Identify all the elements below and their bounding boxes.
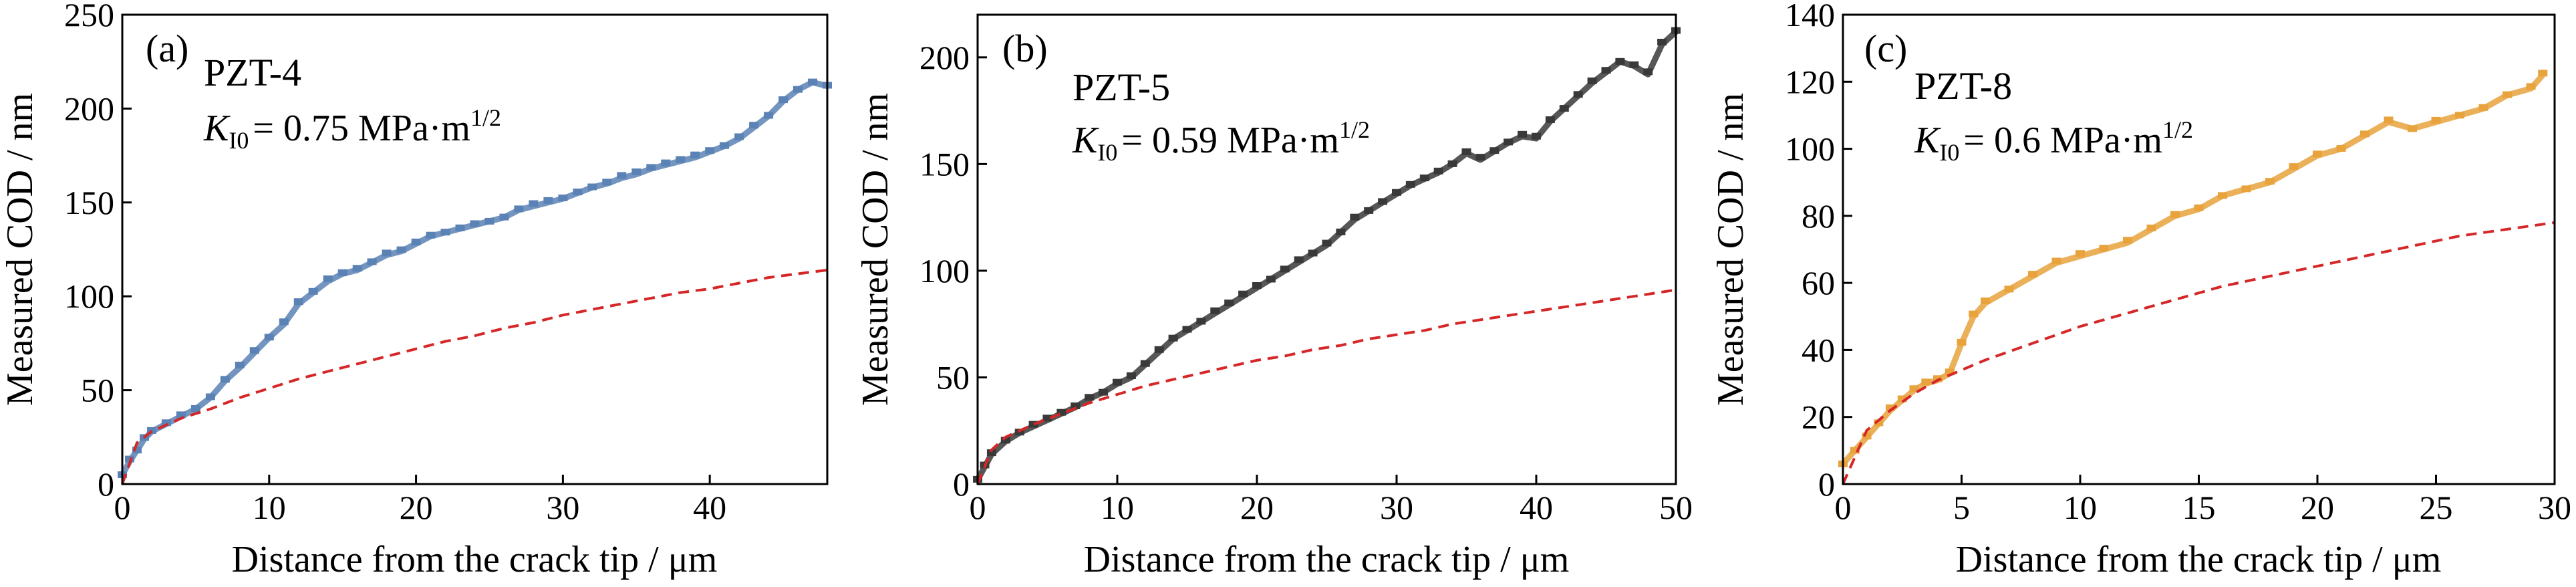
panel-c-material: PZT-8: [1914, 64, 2012, 108]
panel-c-cod-point: [2538, 70, 2548, 77]
panel-c-k-value: = 0.6 MPa·m: [1963, 120, 2162, 161]
panel-b-k-value: = 0.59 MPa·m: [1121, 120, 1339, 161]
panel-c-ytick-label: 80: [1802, 197, 1835, 235]
panel-b-xtick-label: 30: [1380, 489, 1413, 526]
panel-c-cod-trace: [1840, 73, 2545, 466]
panel-a-xtick-label: 30: [546, 489, 579, 526]
panel-c-ytick-label: 100: [1785, 130, 1835, 168]
panel-a-xtick-label: 40: [693, 489, 726, 526]
panel-c-xlabel: Distance from the crack tip / μm: [1956, 539, 2442, 580]
panel-a-cod-trace: [120, 79, 829, 477]
panel-b-k-exponent: 1/2: [1339, 116, 1370, 143]
panel-b-marks: [973, 27, 1681, 485]
panel-a-k-annotation: KI0 = 0.75 MPa·m1/2: [203, 104, 501, 154]
panel-a-ticks: 0 10 20 30 40 0 50 100 150 200 250: [64, 0, 726, 526]
panel-a-xtick-label: 10: [253, 489, 286, 526]
panel-b-ytick-label: 150: [919, 145, 970, 183]
panel-b-ytick-label: 100: [919, 252, 970, 289]
panel-b-cod-trace: [975, 29, 1679, 481]
panel-a-k-subscript: I0: [229, 127, 249, 154]
panel-b-label: (b): [1002, 27, 1048, 70]
panel-c-xtick-label: 25: [2420, 489, 2453, 526]
panel-b-xtick-label: 0: [970, 489, 986, 526]
panel-a-ytick-label: 150: [64, 184, 114, 221]
panel-a-material: PZT-4: [204, 51, 301, 94]
panel-a-ytick-label: 200: [64, 90, 114, 127]
panel-c-ytick-label: 120: [1785, 63, 1835, 100]
panel-c-xtick-label: 15: [2182, 489, 2216, 526]
panel-b-ytick-label: 0: [953, 465, 970, 503]
panel-b: 0 10 20 30 40 50 0 50 100 150 200 (b) PZT-5 KI0 = 0…: [855, 13, 1693, 580]
panel-a: 0 10 20 30 40 0 50 100 150 200 250 (a) PZT-4 KI0 = …: [0, 0, 832, 580]
panel-a-ytick-label: 250: [64, 0, 114, 33]
panel-c-xtick-label: 30: [2538, 489, 2571, 526]
panel-b-k-annotation: KI0 = 0.59 MPa·m1/2: [1072, 116, 1370, 166]
panel-a-frame: [121, 13, 829, 485]
panel-a-k-exponent: 1/2: [470, 104, 501, 131]
panel-a-k-value: = 0.75 MPa·m: [253, 108, 470, 149]
panel-b-fit-curve: [976, 288, 1677, 485]
panel-c-k-symbol: K: [1914, 120, 1941, 161]
panel-b-xtick-label: 20: [1240, 489, 1274, 526]
panel-c-ytick-label: 20: [1802, 398, 1835, 436]
panel-c-ytick-label: 40: [1802, 331, 1835, 368]
panel-c-fit-curve: [1842, 221, 2555, 485]
panel-b-xtick-label: 10: [1101, 489, 1134, 526]
panel-c-k-exponent: 1/2: [2162, 116, 2193, 143]
panel-b-material: PZT-5: [1072, 66, 1170, 109]
panel-c-marks: [1838, 70, 2555, 485]
panel-b-k-subscript: I0: [1097, 139, 1117, 166]
panel-b-xlabel: Distance from the crack tip / μm: [1084, 539, 1570, 580]
panel-c-xtick-label: 0: [1835, 489, 1852, 526]
panel-c-k-subscript: I0: [1939, 139, 1959, 166]
panel-a-ylabel: Measured COD / nm: [0, 93, 41, 406]
panel-a-xlabel: Distance from the crack tip / μm: [232, 539, 718, 580]
panel-a-k-symbol: K: [203, 108, 231, 149]
panel-c-ytick-label: 140: [1785, 0, 1835, 33]
panel-a-xtick-label: 0: [114, 489, 131, 526]
panel-c-ytick-label: 0: [1818, 465, 1835, 503]
panel-c-ylabel: Measured COD / nm: [1710, 93, 1751, 406]
panel-c: 0 5 10 15 20 25 30 0 20 40 60 80 100 120 140 (c) PZT-8…: [1710, 0, 2571, 580]
panel-b-ytick-label: 50: [936, 358, 970, 396]
panel-c-ticks: 0 5 10 15 20 25 30 0 20 40 60 80 100 120 140: [1785, 0, 2571, 526]
panel-c-ytick-label: 60: [1802, 264, 1835, 302]
panel-b-xtick-label: 50: [1659, 489, 1693, 526]
panel-b-xtick-label: 40: [1520, 489, 1553, 526]
panel-b-ticks: 0 10 20 30 40 50 0 50 100 150 200: [919, 39, 1693, 526]
panel-a-xtick-label: 20: [400, 489, 433, 526]
panel-a-label: (a): [146, 27, 188, 70]
panel-b-ytick-label: 200: [919, 39, 970, 76]
panel-b-frame: [976, 13, 1677, 485]
panel-a-ytick-label: 100: [64, 277, 114, 315]
panel-c-k-annotation: KI0 = 0.6 MPa·m1/2: [1914, 116, 2193, 166]
panel-a-fit-curve: [121, 268, 828, 485]
panel-a-ytick-label: 0: [98, 465, 114, 503]
panel-c-xtick-label: 10: [2063, 489, 2097, 526]
panel-c-xtick-label: 5: [1953, 489, 1970, 526]
panel-b-ylabel: Measured COD / nm: [855, 93, 896, 406]
panel-b-k-symbol: K: [1072, 120, 1099, 161]
panel-a-marks: [118, 78, 832, 485]
panel-c-label: (c): [1864, 27, 1907, 70]
panel-c-xtick-label: 20: [2301, 489, 2334, 526]
panel-a-ytick-label: 50: [81, 372, 114, 409]
